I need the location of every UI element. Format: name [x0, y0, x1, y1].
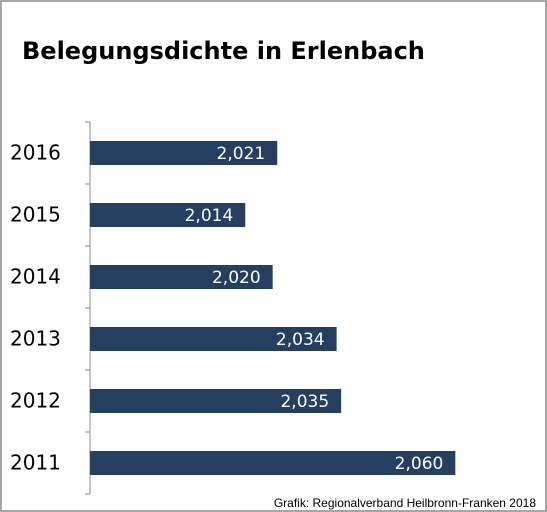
- bar: [90, 451, 456, 475]
- value-label: 2,020: [212, 268, 261, 288]
- bar: [90, 327, 337, 351]
- value-label: 2,034: [276, 330, 325, 350]
- chart-title: Belegungsdichte in Erlenbach: [22, 37, 425, 65]
- value-label: 2,014: [185, 206, 234, 226]
- source-note: Grafik: Regionalverband Heilbronn-Franke…: [274, 496, 536, 510]
- y-tick-label: 2012: [10, 389, 61, 413]
- value-label: 2,035: [280, 392, 329, 412]
- y-tick-label: 2011: [10, 451, 61, 475]
- bar: [90, 265, 273, 289]
- y-tick-label: 2015: [10, 203, 61, 227]
- y-tick-label: 2014: [10, 265, 61, 289]
- bar: [90, 141, 278, 165]
- value-label: 2,060: [395, 454, 444, 474]
- y-tick-label: 2013: [10, 327, 61, 351]
- value-label: 2,021: [217, 144, 266, 164]
- bar: [90, 389, 342, 413]
- bar: [90, 203, 246, 227]
- y-tick-label: 2016: [10, 141, 61, 165]
